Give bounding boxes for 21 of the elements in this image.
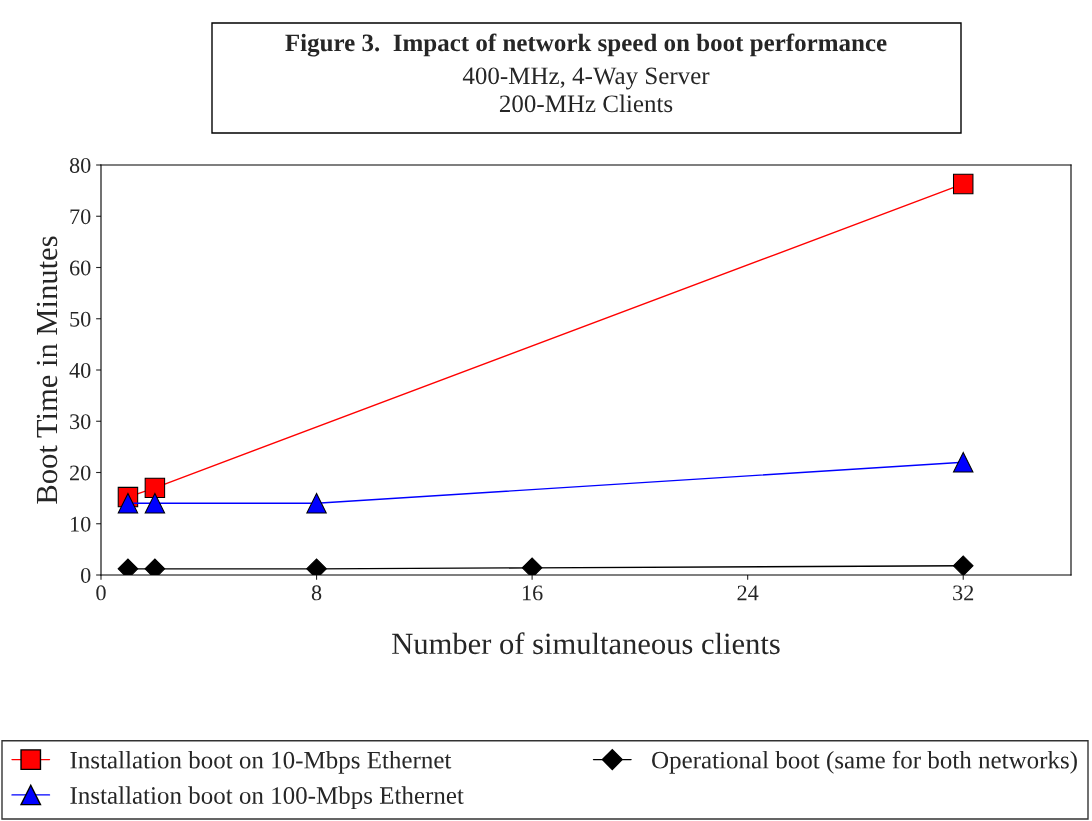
legend-label: Installation boot on 10-Mbps Ethernet <box>70 751 452 774</box>
y-tick-label: 60 <box>70 260 91 276</box>
x-tick-label: 24 <box>737 585 759 601</box>
x-tick-label: 16 <box>522 585 543 601</box>
chart-subtitle: 400-MHz, 4-Way Server 200-MHz Clients <box>462 67 710 113</box>
x-tick-label: 8 <box>311 585 322 601</box>
legend-label: Operational boot (same for both networks) <box>652 750 1077 774</box>
y-tick-label: 80 <box>69 157 91 173</box>
y-tick-label: 50 <box>70 311 91 327</box>
y-tick-label: 30 <box>70 414 91 430</box>
x-axis-title: Number of simultaneous clients <box>392 632 780 655</box>
y-tick-label: 70 <box>70 209 91 225</box>
x-tick-label: 0 <box>96 585 106 601</box>
y-axis-title: Boot Time in Minutes <box>36 236 58 504</box>
y-tick-label: 10 <box>71 516 91 532</box>
legend-label: Installation boot on 100-Mbps Ethernet <box>70 786 464 809</box>
y-tick-label: 0 <box>81 567 91 583</box>
x-tick-label: 32 <box>953 585 974 601</box>
y-tick-label: 20 <box>70 465 91 481</box>
chart-title: Figure 3. Impact of network speed on boot performance <box>285 33 887 57</box>
y-tick-label: 40 <box>69 362 91 378</box>
